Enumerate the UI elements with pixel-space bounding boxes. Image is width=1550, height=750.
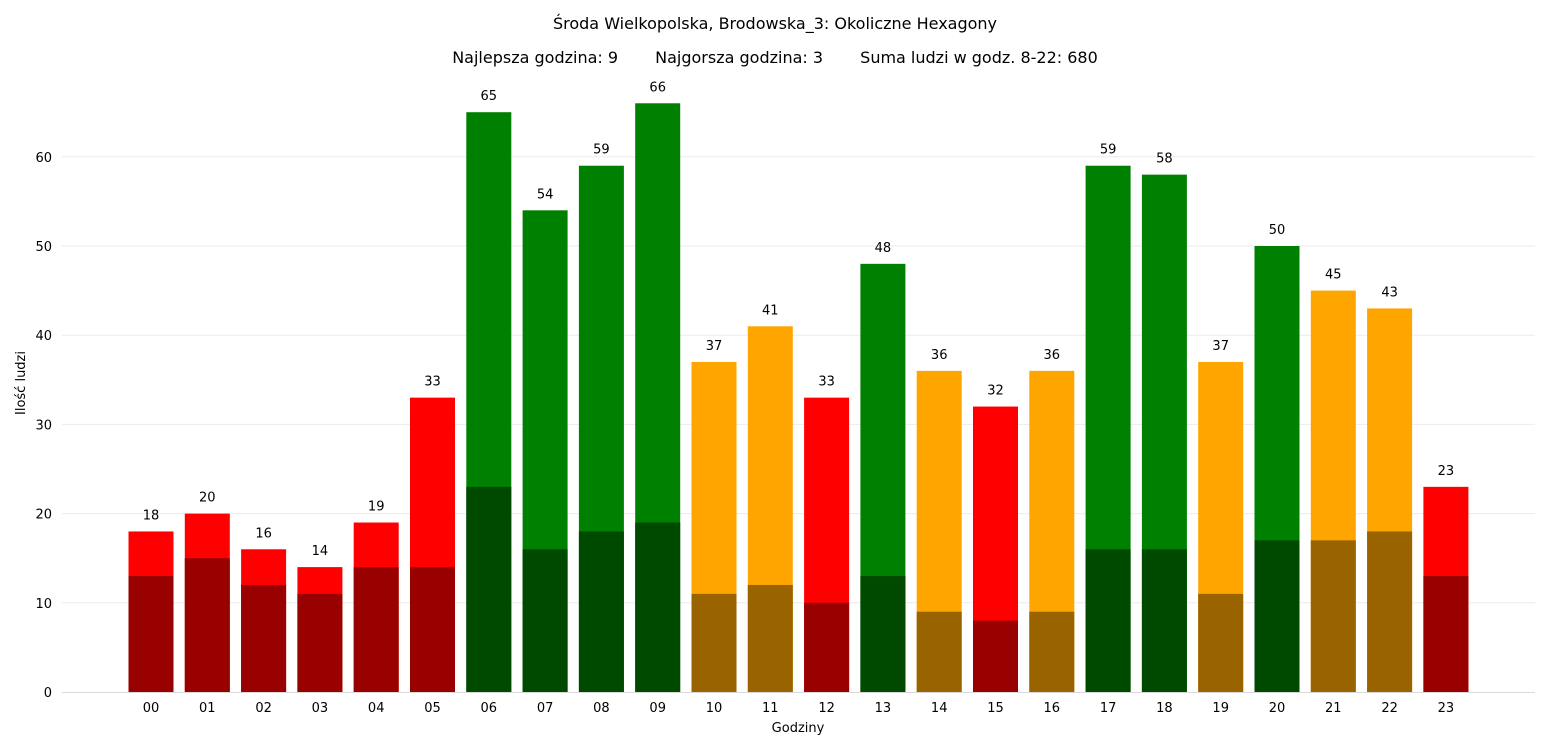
bar-value-label: 54 <box>537 187 554 202</box>
bar-value-label: 36 <box>1044 348 1061 363</box>
bar-value-label: 43 <box>1381 285 1398 300</box>
x-tick-label: 16 <box>1044 701 1061 716</box>
bar-value-label: 66 <box>649 80 666 95</box>
bar-inner <box>691 593 737 692</box>
bar-value-label: 48 <box>875 241 892 256</box>
x-tick-label: 09 <box>649 701 666 716</box>
y-tick-label: 40 <box>35 329 52 344</box>
y-tick-label: 60 <box>35 151 52 166</box>
bar-inner <box>1085 549 1131 692</box>
bar-inner <box>1254 540 1300 692</box>
y-axis-ticks: 0 10 20 30 40 50 60 <box>35 151 52 701</box>
bar-inner <box>297 593 343 692</box>
data-labels: 18 20 16 14 19 33 65 54 59 66 37 41 33 48 36 32 36 59 58 37… <box>143 80 1454 559</box>
bar-inner <box>1141 549 1187 692</box>
bar-value-label: 19 <box>368 500 385 515</box>
bar-inner <box>916 611 962 692</box>
bar-value-label: 14 <box>312 544 329 559</box>
bar-inner <box>860 576 906 692</box>
x-tick-label: 11 <box>762 701 779 716</box>
x-tick-label: 14 <box>931 701 948 716</box>
x-tick-label: 10 <box>706 701 723 716</box>
best-hour-stat: Najlepsza godzina: 9 <box>452 48 619 67</box>
bar-inner <box>410 567 455 692</box>
bar-value-label: 33 <box>424 375 441 390</box>
x-tick-label: 02 <box>255 701 272 716</box>
bar-inner <box>1423 576 1469 692</box>
bar-inner <box>128 576 174 692</box>
bar-inner <box>635 522 681 692</box>
y-tick-label: 0 <box>44 686 52 701</box>
bar-inner <box>241 584 287 692</box>
bar-inner <box>353 567 399 692</box>
bar-value-label: 16 <box>255 526 272 541</box>
bars <box>128 103 1469 693</box>
bar-value-label: 32 <box>987 384 1004 399</box>
x-axis-label: Godziny <box>772 721 825 736</box>
x-tick-label: 19 <box>1212 701 1229 716</box>
worst-hour-stat: Najgorsza godzina: 3 <box>655 48 824 67</box>
bar-value-label: 36 <box>931 348 948 363</box>
bar-inner <box>747 584 793 692</box>
bar-inner <box>1198 593 1244 692</box>
bar-value-label: 23 <box>1438 464 1455 479</box>
bar-value-label: 45 <box>1325 268 1342 283</box>
chart-title: Środa Wielkopolska, Brodowska_3: Okolicz… <box>552 14 998 33</box>
x-tick-label: 12 <box>818 701 835 716</box>
bar-inner <box>578 531 624 692</box>
x-tick-label: 20 <box>1269 701 1286 716</box>
bar-inner <box>1029 611 1075 692</box>
bar-inner <box>466 486 512 692</box>
bar-inner <box>973 620 1018 692</box>
bar-inner <box>804 602 850 692</box>
x-tick-label: 23 <box>1438 701 1455 716</box>
bar-value-label: 50 <box>1269 223 1286 238</box>
x-tick-label: 17 <box>1100 701 1117 716</box>
y-tick-label: 10 <box>35 597 52 612</box>
bar-value-label: 58 <box>1156 152 1173 167</box>
x-tick-label: 07 <box>537 701 554 716</box>
bar-value-label: 37 <box>1212 339 1229 354</box>
bar-value-label: 65 <box>481 89 498 104</box>
x-tick-label: 15 <box>987 701 1004 716</box>
x-tick-label: 21 <box>1325 701 1342 716</box>
bar-value-label: 59 <box>593 143 610 158</box>
sum-people-stat: Suma ludzi w godz. 8-22: 680 <box>860 48 1098 67</box>
bar-value-label: 37 <box>706 339 723 354</box>
x-tick-label: 04 <box>368 701 385 716</box>
bar-inner <box>184 558 230 692</box>
y-axis-label: Ilość ludzi <box>14 351 29 415</box>
bar-inner <box>522 549 568 692</box>
x-axis-ticks: 00 01 02 03 04 05 06 07 08 09 10 11 12 13 14 15 16 17 18 19… <box>143 701 1454 716</box>
x-tick-label: 01 <box>199 701 216 716</box>
y-tick-label: 20 <box>35 508 52 523</box>
x-tick-label: 22 <box>1381 701 1398 716</box>
x-tick-label: 18 <box>1156 701 1173 716</box>
bar-value-label: 18 <box>143 508 160 523</box>
bar-inner <box>1310 540 1356 692</box>
x-tick-label: 00 <box>143 701 160 716</box>
bar-value-label: 20 <box>199 491 216 506</box>
x-tick-label: 03 <box>312 701 329 716</box>
bar-value-label: 59 <box>1100 143 1117 158</box>
x-tick-label: 06 <box>481 701 498 716</box>
y-tick-label: 30 <box>35 418 52 433</box>
x-tick-label: 08 <box>593 701 610 716</box>
x-tick-label: 13 <box>875 701 892 716</box>
bar-value-label: 33 <box>818 375 835 390</box>
y-tick-label: 50 <box>35 240 52 255</box>
bar-value-label: 41 <box>762 303 779 318</box>
chart-subtitle: Najlepsza godzina: 9 Najgorsza godzina: … <box>0 48 1550 67</box>
bar-inner <box>1367 531 1413 692</box>
x-tick-label: 05 <box>424 701 441 716</box>
